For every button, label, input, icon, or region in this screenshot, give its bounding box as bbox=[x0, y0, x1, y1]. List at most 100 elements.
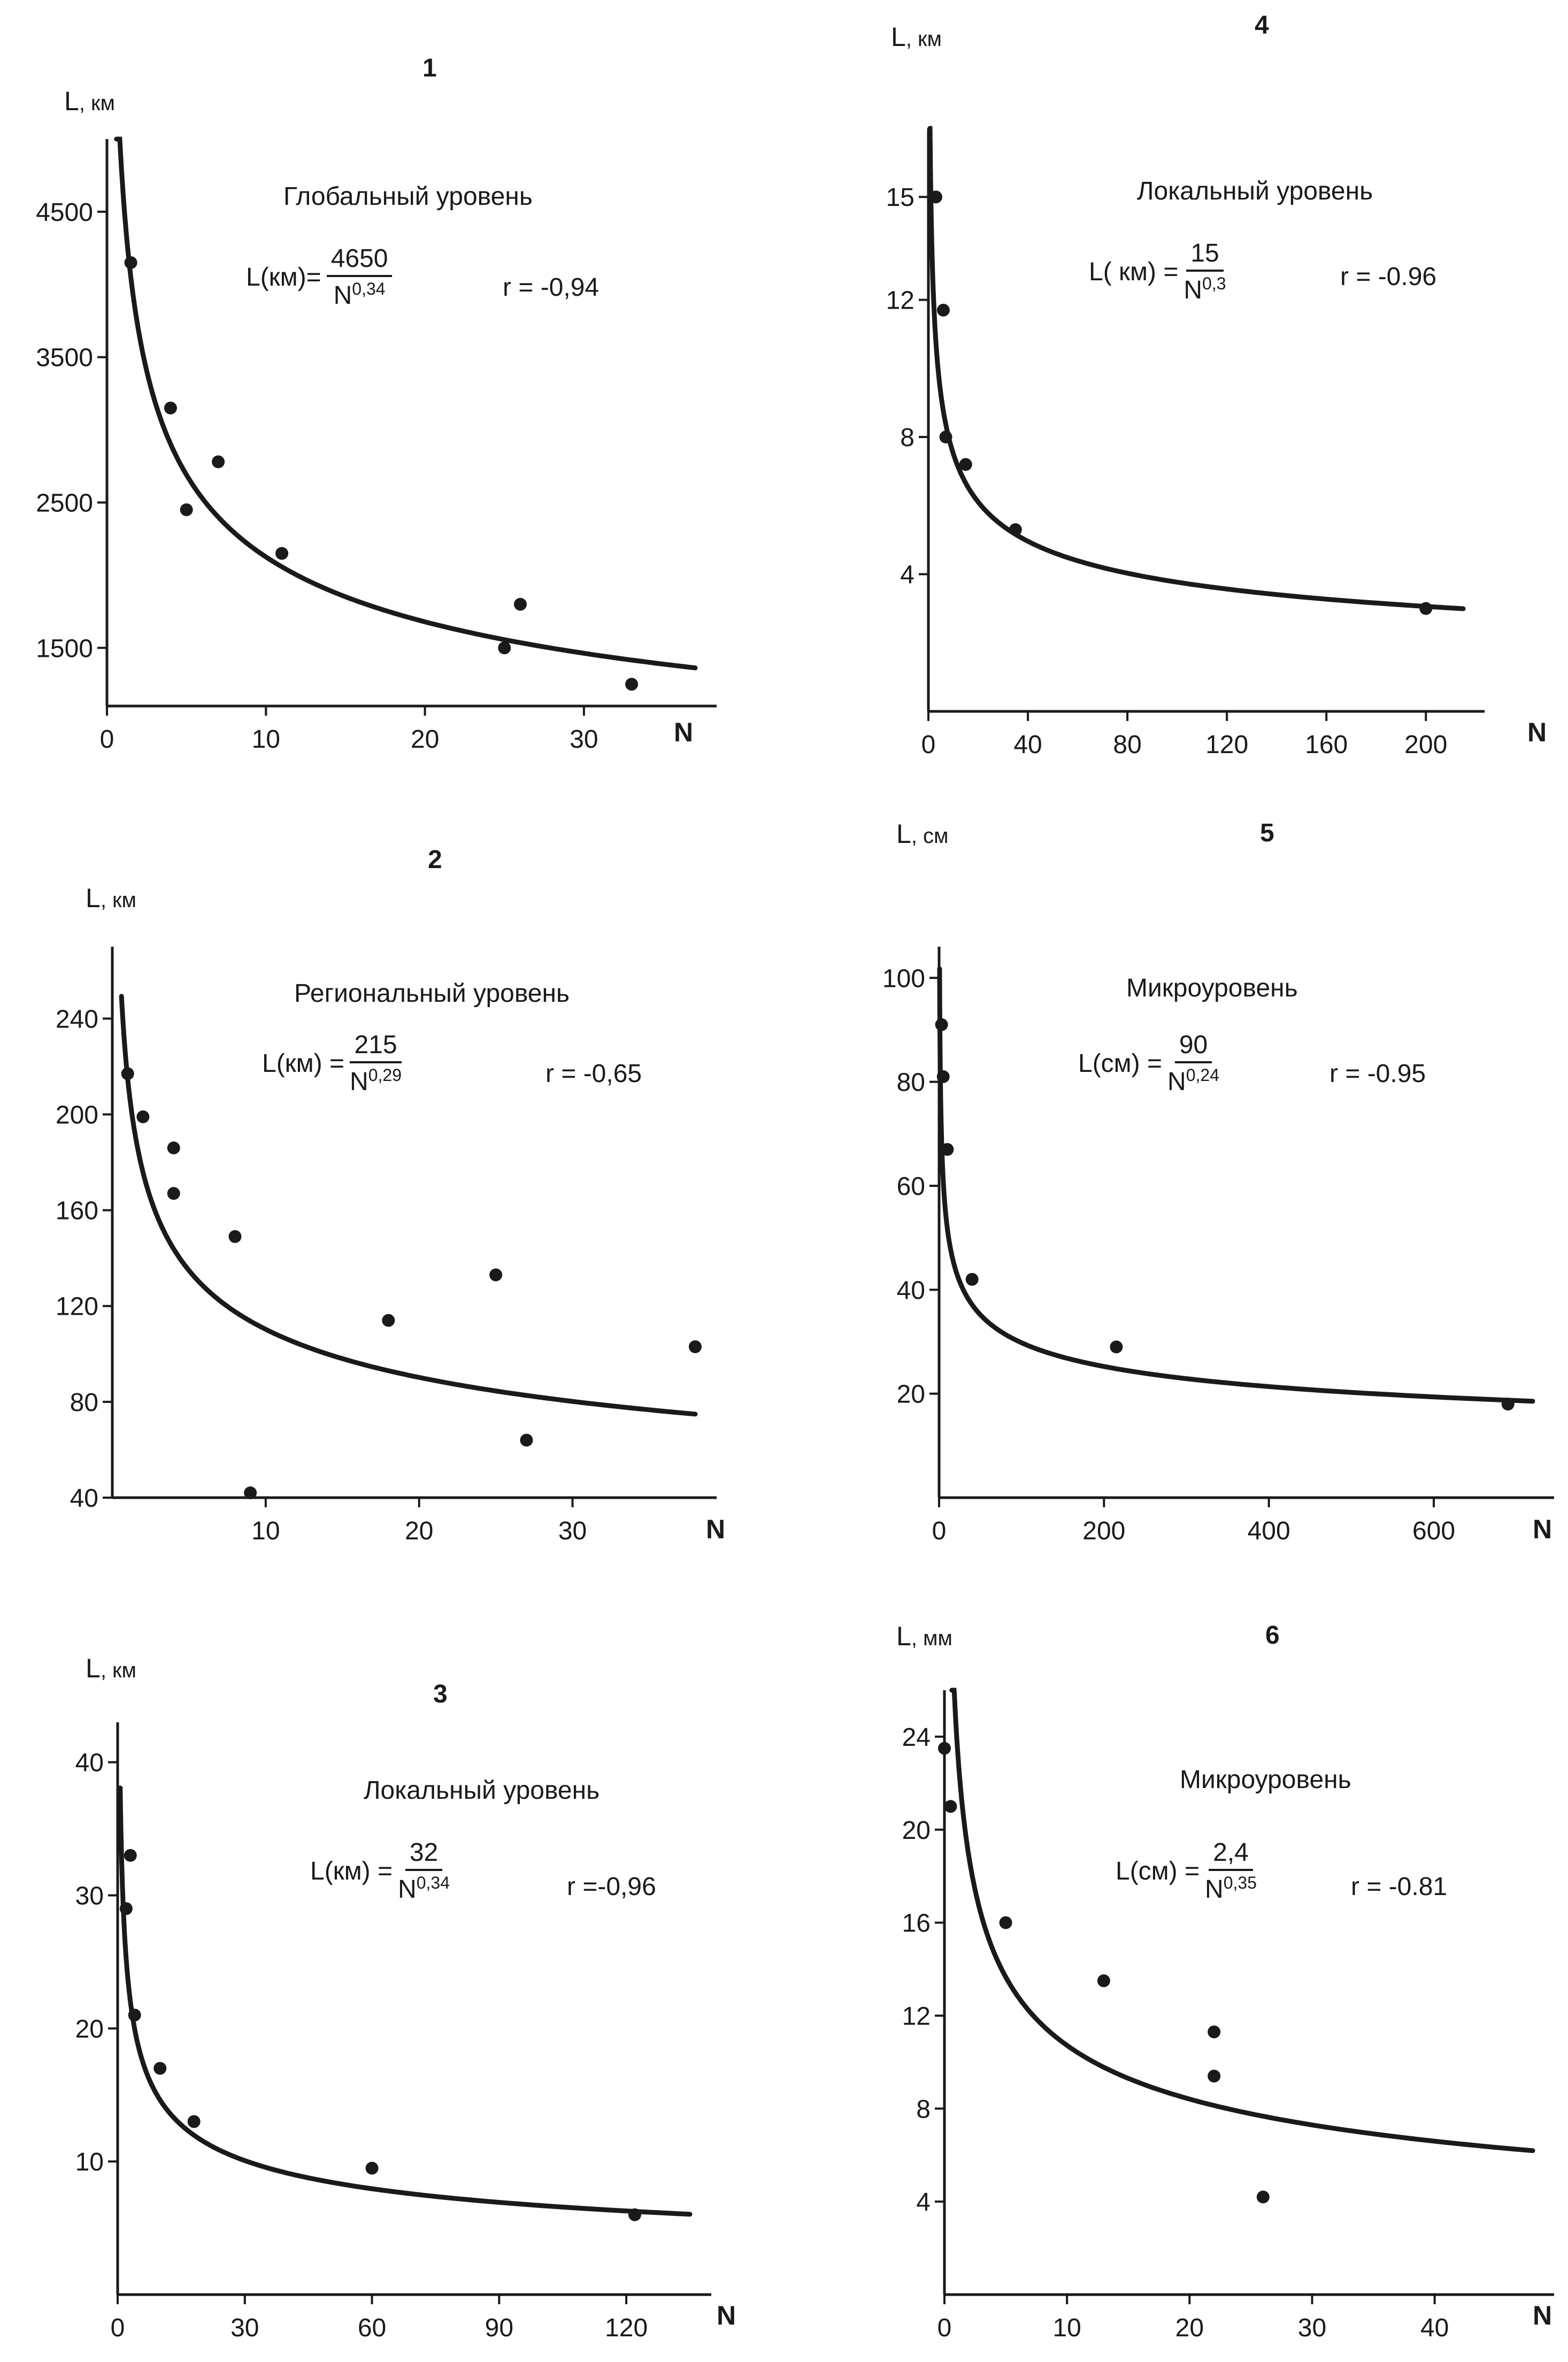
data-point bbox=[164, 401, 177, 415]
data-point bbox=[275, 547, 289, 560]
y-tick-label: 12 bbox=[886, 287, 914, 315]
y-axis-unit: , см bbox=[911, 824, 949, 848]
regression-formula: L(км)= 4650 N0,34 bbox=[246, 246, 393, 309]
formula-exponent: 0,29 bbox=[368, 1065, 402, 1085]
x-tick-label: 400 bbox=[1248, 1517, 1290, 1545]
y-tick-label: 4500 bbox=[36, 198, 93, 227]
formula-denominator: N0,24 bbox=[1167, 1063, 1219, 1095]
correlation-coefficient: r = -0.81 bbox=[1351, 1873, 1448, 1901]
data-point bbox=[513, 597, 527, 611]
formula-denominator: N0,34 bbox=[334, 277, 386, 309]
level-title: Локальный уровень bbox=[1137, 177, 1373, 205]
x-tick-label: 30 bbox=[230, 2314, 259, 2342]
x-tick-label: 120 bbox=[605, 2314, 648, 2342]
correlation-coefficient: r = -0,94 bbox=[503, 273, 599, 302]
x-tick-label: 0 bbox=[932, 1517, 947, 1545]
y-axis-label: L, мм bbox=[896, 1621, 952, 1652]
data-point bbox=[119, 1902, 133, 1915]
data-point bbox=[1110, 1340, 1123, 1354]
data-point bbox=[628, 2208, 641, 2221]
formula-fraction: 32 N0,34 bbox=[398, 1840, 450, 1903]
formula-base: N bbox=[350, 1068, 368, 1096]
x-tick-label: 20 bbox=[405, 1517, 433, 1545]
y-axis-name: L bbox=[896, 819, 911, 849]
level-title: Микроуровень bbox=[1126, 974, 1298, 1002]
y-tick-label: 3500 bbox=[36, 344, 93, 372]
correlation-coefficient: r = -0.96 bbox=[1340, 263, 1437, 291]
data-point bbox=[520, 1433, 533, 1447]
data-point bbox=[965, 1272, 979, 1286]
x-tick-label: 160 bbox=[1305, 731, 1348, 759]
formula-exponent: 0,34 bbox=[416, 1873, 450, 1892]
panel-number: 3 bbox=[433, 1680, 448, 1708]
y-tick-label: 10 bbox=[75, 2148, 104, 2176]
formula-denominator: N0,34 bbox=[398, 1871, 450, 1903]
data-point bbox=[382, 1314, 395, 1327]
chart-panel-2: 40 80 120 160 200 240 10 20 30 2 L, км N Региональны… bbox=[0, 786, 749, 1578]
formula-numerator: 90 bbox=[1174, 1032, 1212, 1063]
formula-lhs: L(км) = bbox=[310, 1857, 393, 1885]
data-point bbox=[228, 1230, 242, 1243]
y-tick-label: 24 bbox=[902, 1723, 931, 1752]
data-point bbox=[689, 1340, 702, 1353]
x-tick-label: 30 bbox=[1298, 2314, 1326, 2342]
x-tick-label: 30 bbox=[558, 1517, 587, 1545]
formula-fraction: 90 N0,24 bbox=[1167, 1032, 1219, 1095]
fit-curve bbox=[949, 1688, 1535, 2153]
y-tick-label: 40 bbox=[897, 1276, 925, 1305]
data-point bbox=[1208, 2069, 1221, 2083]
x-axis-label: N bbox=[1533, 1514, 1552, 1544]
data-point bbox=[1208, 2025, 1221, 2038]
data-point bbox=[124, 1849, 137, 1862]
x-tick-label: 600 bbox=[1412, 1517, 1455, 1545]
formula-numerator: 215 bbox=[350, 1032, 402, 1063]
data-point bbox=[936, 1070, 950, 1083]
x-axis-label: N bbox=[706, 1514, 726, 1544]
chart-plot-area: 40 80 120 160 200 240 10 20 30 bbox=[56, 947, 717, 1545]
y-axis-name: L bbox=[86, 883, 101, 913]
y-axis-label: L, км bbox=[86, 1653, 136, 1684]
formula-denominator: N0,29 bbox=[350, 1063, 402, 1095]
data-point bbox=[999, 1916, 1012, 1929]
y-axis-label: L, км bbox=[86, 883, 136, 914]
y-axis-label: L, см bbox=[896, 818, 949, 849]
data-point bbox=[938, 1742, 951, 1755]
x-tick-label: 20 bbox=[411, 725, 439, 754]
data-point bbox=[935, 1018, 948, 1031]
x-tick-label: 120 bbox=[1205, 731, 1248, 759]
formula-fraction: 15 N0,3 bbox=[1183, 241, 1226, 303]
chart-panel-6: 4 8 12 16 20 24 0 10 20 30 40 6 L, мм N Микроуровень L(… bbox=[784, 1583, 1568, 2362]
formula-lhs: L(км)= bbox=[246, 263, 321, 292]
data-point bbox=[212, 455, 225, 469]
fit-curve bbox=[114, 136, 698, 671]
y-tick-label: 2500 bbox=[36, 489, 93, 517]
data-point bbox=[244, 1486, 257, 1500]
data-point bbox=[936, 303, 950, 317]
chart-plot-area: 4 8 12 16 20 24 0 10 20 30 40 bbox=[902, 1688, 1554, 2342]
chart-plot-area: 10 20 30 40 0 30 60 90 120 bbox=[75, 1722, 711, 2342]
y-axis-name: L bbox=[64, 86, 79, 116]
x-tick-label: 40 bbox=[1420, 2314, 1449, 2342]
data-point bbox=[1256, 2190, 1270, 2204]
correlation-coefficient: r =-0,96 bbox=[567, 1873, 656, 1901]
x-tick-label: 20 bbox=[1175, 2314, 1204, 2342]
chart-panel-3: 10 20 30 40 0 30 60 90 120 3 L, км N Локальный урове… bbox=[0, 1583, 749, 2362]
data-point bbox=[489, 1268, 503, 1282]
level-title: Глобальный уровень bbox=[283, 182, 533, 211]
data-point bbox=[1097, 1974, 1110, 1988]
x-tick-label: 10 bbox=[252, 725, 280, 754]
x-tick-label: 0 bbox=[100, 725, 114, 754]
y-tick-label: 20 bbox=[75, 2015, 104, 2043]
data-point bbox=[153, 2061, 167, 2075]
chart-plot-area: 1500 2500 3500 4500 0 10 20 30 bbox=[36, 136, 717, 754]
x-axis-label: N bbox=[674, 717, 694, 747]
y-tick-label: 80 bbox=[897, 1069, 925, 1097]
chart-panel-5: 20 40 60 80 100 0 200 400 600 5 L, см N Микроуровень… bbox=[784, 786, 1568, 1578]
formula-exponent: 0,35 bbox=[1223, 1873, 1257, 1892]
chart-plot-area: 20 40 60 80 100 0 200 400 600 bbox=[882, 947, 1554, 1545]
data-point bbox=[128, 2008, 141, 2022]
y-tick-label: 60 bbox=[897, 1172, 925, 1201]
data-point bbox=[187, 2115, 201, 2128]
formula-base: N bbox=[1183, 276, 1203, 304]
formula-base: N bbox=[333, 281, 352, 310]
